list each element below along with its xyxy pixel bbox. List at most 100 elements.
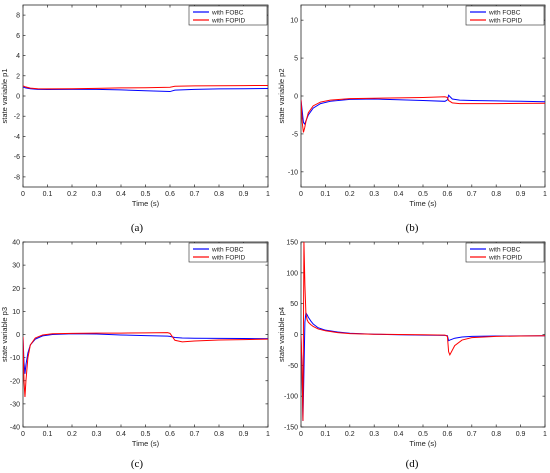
y-tick-label: 0 (16, 332, 20, 339)
x-tick-label: 0.8 (491, 431, 501, 438)
series-line-fobc (23, 86, 268, 93)
y-tick-label: 20 (12, 286, 20, 293)
y-tick-label: -4 (14, 134, 20, 141)
panel-caption: (a) (131, 222, 144, 234)
y-tick-label: -2 (14, 114, 20, 121)
chart-panel-4: 0 0.1 0.2 0.3 0.4 0.5 0.6 0.7 0.8 0.9 1 -150 -100 -50… (277, 240, 547, 471)
series-line-fopid (301, 96, 545, 133)
y-tick-label: -20 (10, 378, 20, 385)
x-tick-label: 1 (266, 431, 270, 438)
legend-label: with FOBC (211, 246, 244, 253)
y-tick-label: 150 (286, 240, 298, 247)
x-tick-label: 0.7 (190, 431, 200, 438)
series-line-fopid (301, 242, 545, 421)
y-tick-label: 10 (290, 18, 298, 25)
legend-label: with FOPID (211, 17, 246, 24)
chart-panel-1: 0 0.1 0.2 0.3 0.4 0.5 0.6 0.7 0.8 0.9 1 -8 -6 -4 -2 0 2 4… (0, 4, 270, 234)
x-axis-label: Time (s) (132, 439, 160, 448)
y-tick-label: -40 (10, 425, 20, 432)
x-axis-label: Time (s) (409, 199, 437, 208)
x-tick-label: 0.4 (394, 191, 404, 198)
y-tick-label: 10 (12, 309, 20, 316)
x-tick-label: 0.3 (369, 431, 379, 438)
legend-label: with FOPID (211, 254, 246, 261)
chart-panel-3: 0 0.1 0.2 0.3 0.4 0.5 0.6 0.7 0.8 0.9 1 -40 -30 -20 -1… (0, 240, 270, 471)
y-axis-label: state variable p1 (0, 68, 9, 123)
y-tick-label: 6 (16, 33, 20, 40)
x-tick-label: 0.7 (467, 431, 477, 438)
x-tick-label: 0.6 (165, 431, 175, 438)
x-tick-label: 0.2 (345, 431, 355, 438)
x-tick-label: 0.9 (239, 191, 249, 198)
x-tick-label: 0.9 (516, 191, 526, 198)
legend-label: with FOPID (488, 254, 523, 261)
y-tick-label: 5 (294, 56, 298, 63)
x-tick-label: 0.5 (418, 191, 428, 198)
y-tick-label: 0 (16, 94, 20, 101)
x-tick-label: 1 (266, 191, 270, 198)
y-tick-label: 0 (294, 94, 298, 101)
x-tick-label: 0.2 (67, 431, 77, 438)
x-axis-label: Time (s) (409, 439, 437, 448)
y-tick-label: -10 (288, 169, 298, 176)
x-tick-label: 0.6 (443, 431, 453, 438)
x-tick-label: 1 (543, 191, 547, 198)
series-line-fobc (23, 333, 268, 374)
y-axis-label: state variable p2 (277, 68, 286, 123)
y-tick-label: -150 (284, 425, 298, 432)
y-tick-label: 8 (16, 13, 20, 20)
x-tick-label: 0.4 (116, 191, 126, 198)
plot-frame (300, 4, 546, 188)
x-tick-label: 0.7 (190, 191, 200, 198)
y-axis-label: state variable p4 (277, 307, 286, 362)
panel-caption: (b) (406, 222, 419, 234)
x-tick-label: 0.3 (92, 431, 102, 438)
y-tick-label: 50 (290, 301, 298, 308)
series-line-fopid (23, 84, 268, 90)
x-tick-label: 0.8 (491, 191, 501, 198)
x-tick-label: 1 (543, 431, 547, 438)
y-tick-label: -5 (292, 131, 298, 138)
x-tick-label: 0.7 (467, 191, 477, 198)
x-tick-label: 0 (299, 191, 303, 198)
x-tick-label: 0 (299, 431, 303, 438)
y-tick-label: 100 (286, 270, 298, 277)
legend-label: with FOPID (488, 17, 523, 24)
x-tick-label: 0 (21, 191, 25, 198)
y-tick-label: -8 (14, 174, 20, 181)
y-tick-label: 30 (12, 263, 20, 270)
y-tick-label: -50 (288, 363, 298, 370)
legend-label: with FOBC (488, 246, 521, 253)
x-tick-label: 0.3 (369, 191, 379, 198)
x-tick-label: 0.1 (43, 431, 53, 438)
y-tick-label: -30 (10, 401, 20, 408)
x-tick-label: 0.4 (116, 431, 126, 438)
x-tick-label: 0.5 (141, 191, 151, 198)
x-tick-label: 0 (21, 431, 25, 438)
x-tick-label: 0.1 (321, 431, 331, 438)
x-tick-label: 0.1 (43, 191, 53, 198)
x-tick-label: 0.3 (92, 191, 102, 198)
chart-panel-2: 0 0.1 0.2 0.3 0.4 0.5 0.6 0.7 0.8 0.9 1 -10 -5 0 5 10 Ti… (277, 4, 547, 234)
x-tick-label: 0.9 (516, 431, 526, 438)
x-tick-label: 0.5 (141, 431, 151, 438)
x-tick-label: 0.9 (239, 431, 249, 438)
x-tick-label: 0.6 (165, 191, 175, 198)
x-tick-label: 0.1 (321, 191, 331, 198)
plot-frame (22, 4, 269, 188)
series-line-fopid (23, 332, 268, 397)
y-axis-label: state variable p3 (0, 307, 9, 362)
x-tick-label: 0.2 (345, 191, 355, 198)
y-tick-label: -10 (10, 355, 20, 362)
x-tick-label: 0.2 (67, 191, 77, 198)
panel-caption: (c) (131, 458, 144, 470)
y-tick-label: -100 (284, 394, 298, 401)
legend-label: with FOBC (488, 9, 521, 16)
x-tick-label: 0.4 (394, 431, 404, 438)
x-tick-label: 0.5 (418, 431, 428, 438)
panel-caption: (d) (406, 458, 419, 470)
